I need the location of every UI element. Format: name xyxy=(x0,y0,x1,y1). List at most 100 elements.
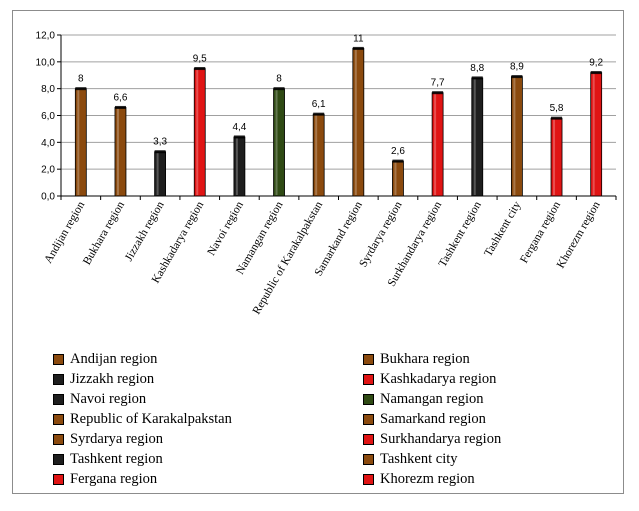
legend-swatch xyxy=(363,433,374,445)
bar xyxy=(154,151,167,197)
bar-highlight xyxy=(235,137,238,195)
legend-label: Republic of Karakalpakstan xyxy=(70,410,232,427)
bar-highlight xyxy=(275,89,278,195)
data-label: 9,5 xyxy=(193,54,207,65)
data-label: 5,8 xyxy=(550,103,564,114)
bar xyxy=(74,88,87,197)
legend-item: Andijan region xyxy=(53,349,363,369)
bar-highlight xyxy=(354,49,357,195)
bar xyxy=(114,107,127,197)
legend-swatch xyxy=(53,393,64,405)
data-label: 6,6 xyxy=(114,92,128,103)
bar-highlight xyxy=(434,93,437,195)
data-label: 8 xyxy=(276,74,282,85)
bar-cap xyxy=(590,71,602,75)
bar-cap xyxy=(233,135,245,139)
category-label: Khorezm region xyxy=(555,199,603,270)
bar-highlight xyxy=(116,108,119,195)
bar-cap xyxy=(471,76,483,80)
legend-label: Bukhara region xyxy=(380,350,470,367)
legend-swatch xyxy=(53,373,64,385)
legend-swatch xyxy=(53,473,64,485)
legend-label: Namangan region xyxy=(380,390,484,407)
legend-label: Tashkent region xyxy=(70,450,163,467)
bar-highlight xyxy=(196,69,199,195)
legend-swatch xyxy=(363,453,374,465)
bar-cap xyxy=(551,116,563,120)
bar-cap xyxy=(392,159,404,163)
bar-highlight xyxy=(553,119,556,195)
chart-frame: 0,0 2,0 4,0 6,0 8,0 10,0 12,0 8 Andijan region 6,… xyxy=(12,10,624,494)
bar-highlight xyxy=(394,162,397,195)
legend-label: Surkhandarya region xyxy=(380,430,502,447)
legend-swatch xyxy=(363,413,374,425)
legend-label: Syrdarya region xyxy=(70,430,164,447)
category-label: Andijan region xyxy=(42,199,87,265)
bar-cap xyxy=(432,91,444,95)
y-tick-label: 8,0 xyxy=(41,84,55,95)
bar-highlight xyxy=(592,73,595,195)
bar-highlight xyxy=(156,152,159,195)
y-tick-label: 12,0 xyxy=(36,31,56,42)
y-tick-label: 2,0 xyxy=(41,165,55,176)
legend-item: Surkhandarya region xyxy=(363,429,613,449)
data-label: 6,1 xyxy=(312,99,326,110)
legend-item: Kashkadarya region xyxy=(363,369,613,389)
legend-swatch xyxy=(53,353,64,365)
data-label: 9,2 xyxy=(589,58,603,69)
legend-label: Andijan region xyxy=(70,350,158,367)
legend-label: Tashkent city xyxy=(380,450,458,467)
data-label: 2,6 xyxy=(391,146,405,157)
bar-highlight xyxy=(473,78,476,195)
data-label: 8,9 xyxy=(510,62,524,73)
legend-swatch xyxy=(53,433,64,445)
bar xyxy=(312,113,325,197)
legend-swatch xyxy=(363,373,374,385)
bar xyxy=(431,92,444,197)
legend-label: Navoi region xyxy=(70,390,147,407)
bar-cap xyxy=(114,105,126,109)
bar xyxy=(193,68,206,197)
legend-item: Fergana region xyxy=(53,469,363,489)
bar-cap xyxy=(273,87,285,91)
legend-swatch xyxy=(53,413,64,425)
bar-highlight xyxy=(513,77,516,195)
legend-item: Navoi region xyxy=(53,389,363,409)
bar-cap xyxy=(194,67,206,71)
chart-legend: Andijan region Bukhara region Jizzakh regi… xyxy=(53,349,613,489)
legend-item: Tashkent region xyxy=(53,449,363,469)
y-tick-label: 0,0 xyxy=(41,192,55,203)
bar xyxy=(590,72,603,197)
bar-cap xyxy=(75,87,87,91)
legend-swatch xyxy=(363,353,374,365)
bar-highlight xyxy=(315,115,318,195)
legend-item: Syrdarya region xyxy=(53,429,363,449)
data-label: 11 xyxy=(353,33,364,44)
legend-label: Khorezm region xyxy=(380,470,475,487)
legend-item: Jizzakh region xyxy=(53,369,363,389)
bar-cap xyxy=(352,46,364,50)
bar xyxy=(471,77,484,197)
bar xyxy=(273,88,285,197)
legend-item: Samarkand region xyxy=(363,409,613,429)
legend-item: Bukhara region xyxy=(363,349,613,369)
bar-highlight xyxy=(77,89,80,195)
bar xyxy=(392,160,404,197)
bar-chart: 0,0 2,0 4,0 6,0 8,0 10,0 12,0 8 Andijan region 6,… xyxy=(36,31,617,317)
data-label: 3,3 xyxy=(153,137,167,148)
legend-item: Khorezm region xyxy=(363,469,613,489)
y-tick-label: 4,0 xyxy=(41,138,55,149)
data-label: 8,8 xyxy=(470,63,484,74)
y-tick-label: 10,0 xyxy=(36,57,56,68)
y-tick-label: 6,0 xyxy=(41,111,55,122)
legend-item: Republic of Karakalpakstan xyxy=(53,409,363,429)
legend-item: Tashkent city xyxy=(363,449,613,469)
bar-cap xyxy=(313,112,325,116)
bar xyxy=(233,136,246,197)
legend-item: Namangan region xyxy=(363,389,613,409)
legend-label: Kashkadarya region xyxy=(380,370,497,387)
data-label: 4,4 xyxy=(232,122,246,133)
data-label: 7,7 xyxy=(431,78,445,89)
legend-swatch xyxy=(363,393,374,405)
category-label: Bukhara region xyxy=(81,199,127,267)
